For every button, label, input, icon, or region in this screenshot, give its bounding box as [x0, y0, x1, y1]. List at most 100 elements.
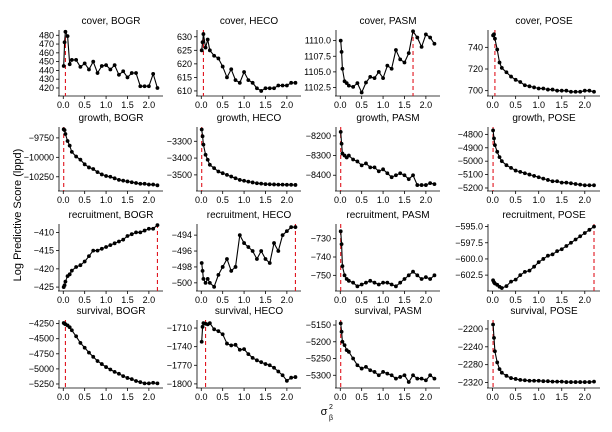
data-point [578, 182, 583, 187]
x-tick-label: 1.5 [555, 392, 568, 402]
data-point [246, 352, 251, 357]
y-tick-label: −5200 [306, 337, 331, 347]
data-point [146, 381, 151, 386]
data-point [411, 373, 415, 378]
data-point [263, 86, 268, 91]
x-tick-label: 0.0 [486, 392, 499, 402]
data-point [200, 324, 205, 329]
x-tick-label: 0.0 [334, 195, 347, 205]
data-point [67, 325, 72, 330]
panel-7: growth, POSE −5200 −5100 −5000 −4900 −4800 0.0… [458, 113, 600, 205]
panel-12: survival, BOGR −5250 −5000 −4750 −4500 −4250 0… [29, 306, 163, 402]
x-tick-label: 1.5 [398, 295, 411, 305]
data-point [419, 277, 424, 281]
data-point [402, 277, 407, 281]
data-point [63, 279, 68, 284]
data-point [142, 381, 147, 386]
y-tick-label: −496 [172, 246, 192, 256]
data-point [104, 245, 108, 249]
data-point [372, 370, 377, 374]
data-point [216, 169, 221, 174]
data-point [99, 246, 104, 251]
data-point [293, 375, 298, 379]
data-point [155, 381, 160, 386]
data-point [513, 277, 518, 282]
data-point [522, 83, 527, 88]
data-point [493, 36, 497, 41]
data-point [289, 182, 294, 187]
data-point [564, 380, 569, 384]
data-point [99, 172, 104, 177]
data-point [402, 60, 407, 65]
data-point [389, 282, 394, 287]
x-tick-label: 0.0 [334, 392, 347, 402]
data-point [151, 226, 156, 231]
y-tick-label: −730 [311, 234, 331, 244]
data-point [381, 370, 385, 374]
data-point [67, 272, 72, 277]
panel-title: growth, HECO [217, 113, 282, 124]
data-point [155, 183, 160, 188]
y-tick-label: −600.0 [455, 254, 483, 264]
data-point [527, 378, 532, 383]
panel-title: survival, POSE [510, 306, 578, 317]
data-point [212, 284, 217, 289]
x-tick-label: 1.5 [121, 295, 134, 305]
data-point [372, 76, 377, 81]
x-axis-label-sup: 2 [329, 404, 333, 411]
data-point [578, 234, 583, 239]
y-tick-label: 720 [468, 64, 483, 74]
data-point [402, 373, 407, 378]
data-point [541, 176, 546, 181]
y-tick-label: −5100 [458, 170, 483, 180]
panel-9: recruitment, HECO −500 −498 −496 −494 0.0 0.5 1… [172, 210, 301, 305]
data-point [121, 237, 126, 242]
data-point [351, 157, 356, 162]
data-point [91, 59, 96, 64]
data-point [497, 367, 502, 372]
data-point [62, 40, 67, 45]
data-point [368, 165, 373, 170]
data-point [276, 83, 281, 88]
data-point [411, 29, 415, 34]
y-tick-label: −500 [172, 278, 192, 288]
data-point [199, 339, 204, 344]
data-point [376, 169, 381, 174]
data-point [272, 241, 276, 245]
data-point [259, 181, 264, 186]
data-point [201, 276, 206, 281]
data-point [555, 88, 560, 93]
data-point [419, 44, 424, 49]
y-tick-label: −10250 [24, 172, 54, 182]
data-point [532, 174, 536, 178]
panel-14: survival, PASM −5300 −5250 −5200 −5150 0.0 0.5… [306, 306, 440, 402]
data-point [555, 249, 560, 254]
y-tick-label: 480 [39, 30, 54, 40]
data-point [134, 379, 138, 383]
x-tick-label: 0.0 [486, 100, 499, 110]
y-tick-label: 625 [177, 45, 192, 55]
data-point [67, 62, 72, 67]
data-point [65, 139, 70, 143]
data-point [117, 371, 121, 376]
data-point [220, 171, 225, 176]
y-tick-label: 1107.5 [304, 51, 331, 61]
data-point [199, 48, 204, 53]
data-point [381, 167, 385, 172]
data-point [398, 171, 403, 176]
data-point [346, 349, 351, 354]
y-tick-label: −1800 [167, 379, 192, 389]
data-point [284, 83, 289, 88]
data-point [250, 80, 255, 85]
x-tick-label: 1.0 [377, 100, 390, 110]
data-point [203, 45, 208, 50]
y-tick-label: −5150 [306, 320, 331, 330]
data-point [495, 47, 500, 52]
data-point [532, 264, 536, 269]
y-tick-label: 630 [177, 32, 192, 42]
data-point [573, 182, 578, 186]
data-point [250, 180, 255, 185]
data-point [592, 183, 596, 188]
